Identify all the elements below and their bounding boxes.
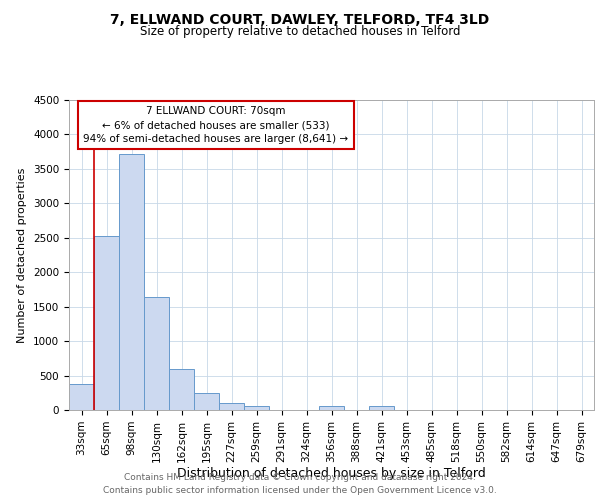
Text: Contains public sector information licensed under the Open Government Licence v3: Contains public sector information licen… — [103, 486, 497, 495]
Text: Size of property relative to detached houses in Telford: Size of property relative to detached ho… — [140, 25, 460, 38]
Bar — [194, 393, 219, 410]
Bar — [119, 154, 144, 410]
Bar — [144, 297, 169, 410]
Bar — [94, 236, 119, 410]
Bar — [219, 403, 244, 410]
X-axis label: Distribution of detached houses by size in Telford: Distribution of detached houses by size … — [177, 468, 486, 480]
Text: 7 ELLWAND COURT: 70sqm
← 6% of detached houses are smaller (533)
94% of semi-det: 7 ELLWAND COURT: 70sqm ← 6% of detached … — [83, 106, 349, 144]
Bar — [169, 368, 194, 410]
Bar — [244, 406, 269, 410]
Bar — [369, 406, 394, 410]
Bar — [319, 406, 344, 410]
Y-axis label: Number of detached properties: Number of detached properties — [17, 168, 28, 342]
Bar — [69, 384, 94, 410]
Text: Contains HM Land Registry data © Crown copyright and database right 2024.: Contains HM Land Registry data © Crown c… — [124, 472, 476, 482]
Text: 7, ELLWAND COURT, DAWLEY, TELFORD, TF4 3LD: 7, ELLWAND COURT, DAWLEY, TELFORD, TF4 3… — [110, 12, 490, 26]
